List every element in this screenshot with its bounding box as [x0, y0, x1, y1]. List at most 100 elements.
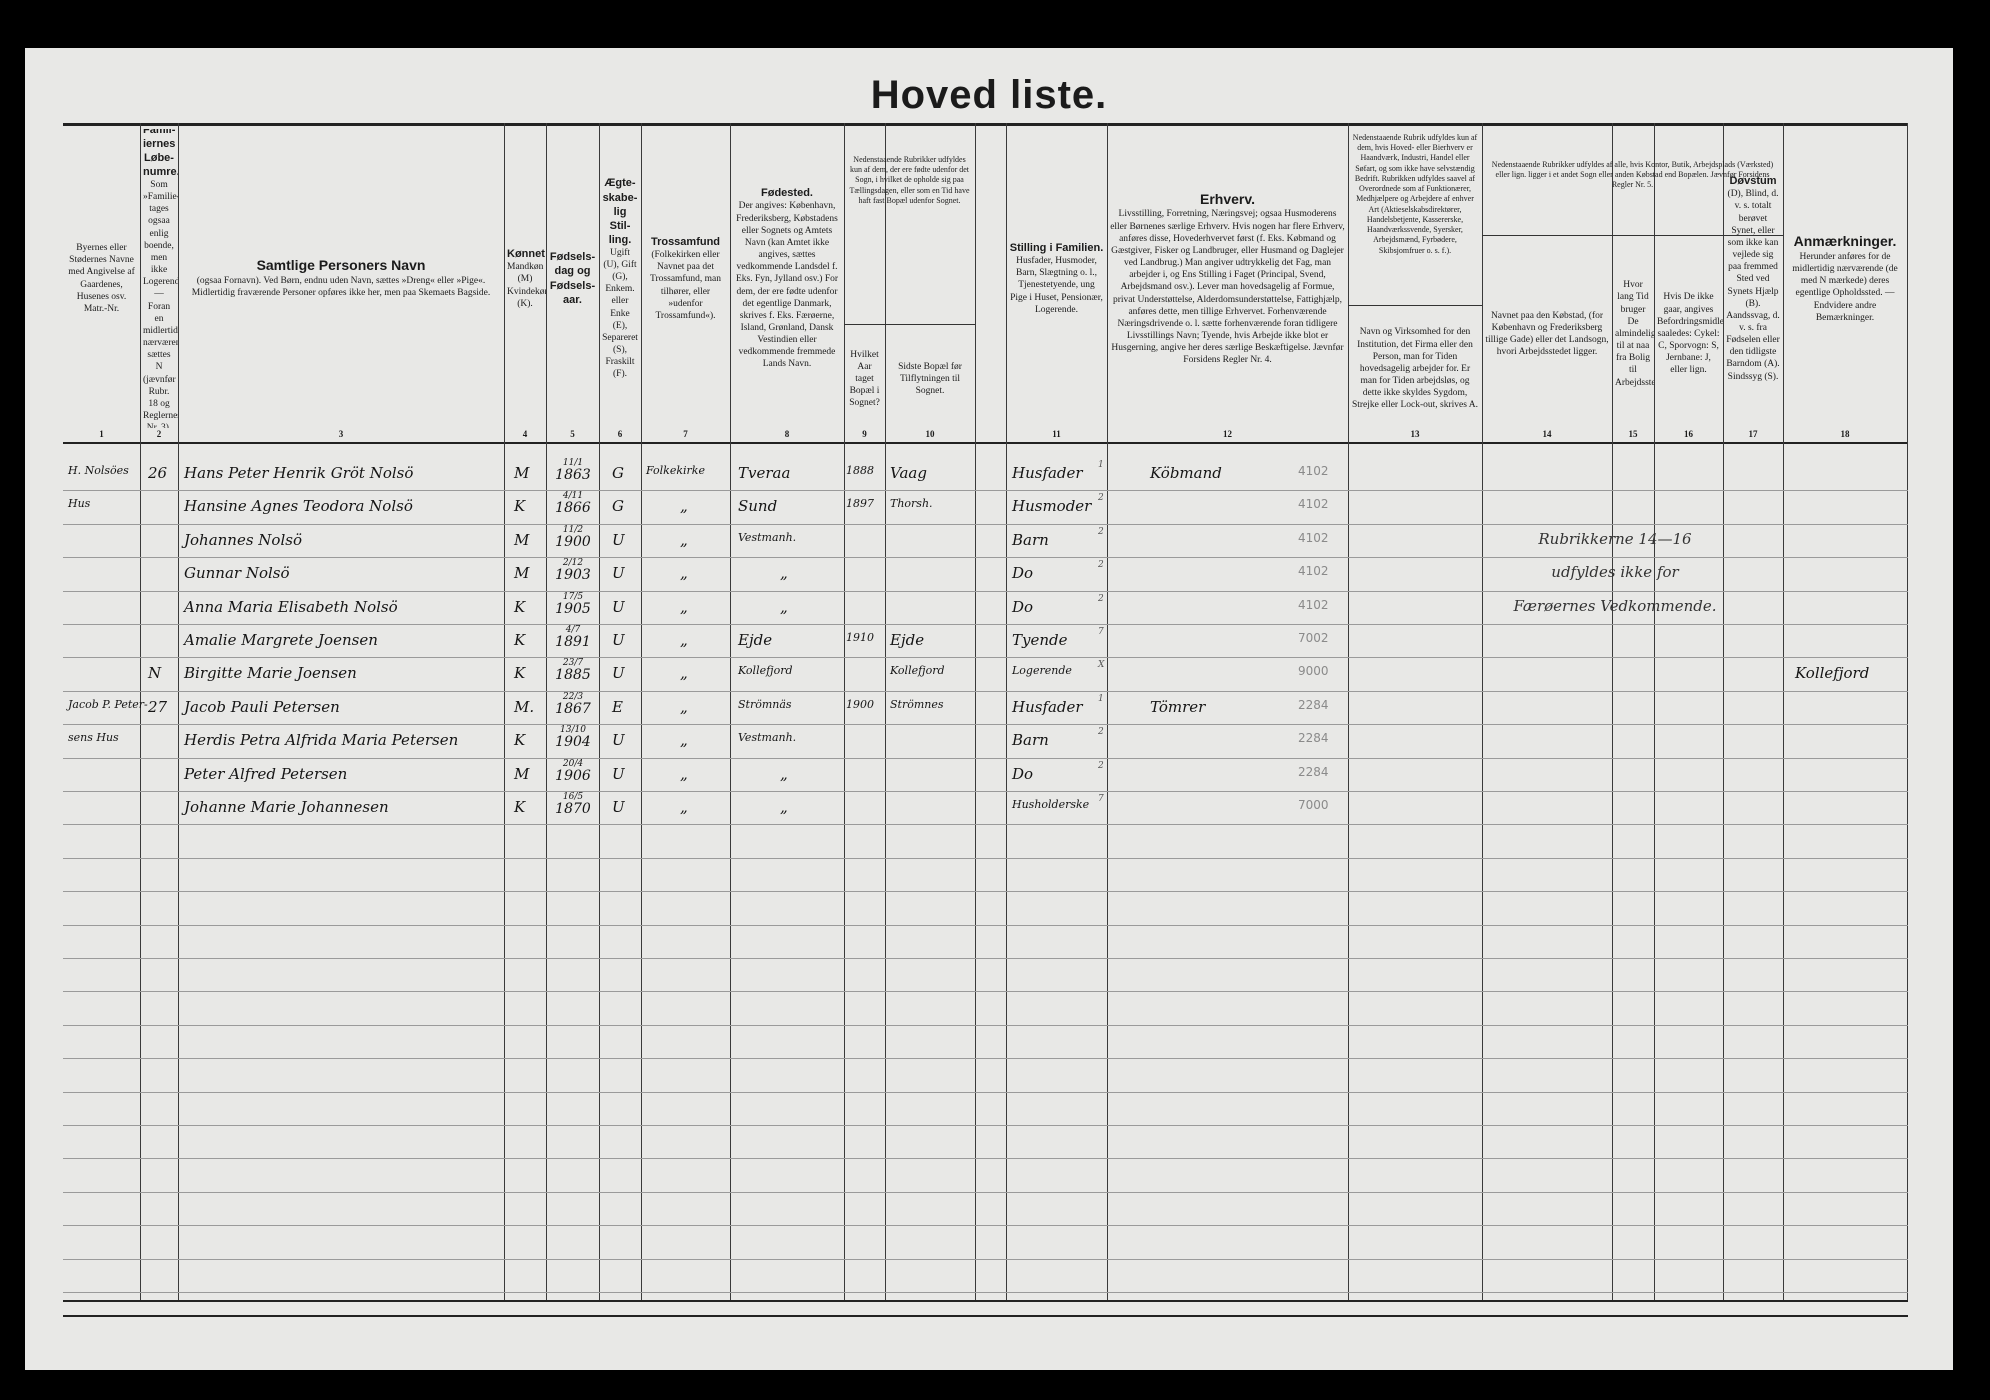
birth-day: 4/11	[562, 491, 584, 502]
birth-year: 1900	[555, 533, 591, 550]
column-number: 11	[1052, 429, 1061, 439]
birth-date: 4/11 1866	[548, 491, 598, 517]
birth-day: 23/7	[562, 658, 584, 669]
column-header-text: Der angives: København, Frederiksberg, K…	[735, 201, 839, 370]
occupation: Tömrer	[1150, 697, 1206, 716]
column-header-text: Husfader, Husmoder, Barn, Slægtning o. l…	[1010, 256, 1103, 315]
position-code: 1	[1098, 460, 1104, 470]
column-number: 18	[1840, 429, 1850, 439]
group-note: Nedenstaaende Rubrikker udfyldes af alle…	[1491, 160, 1774, 190]
group-note: Nedenstaaende Rubrikker udfyldes kun af …	[849, 155, 970, 205]
person-name: Birgitte Marie Joensen	[184, 664, 357, 683]
row-rule	[63, 758, 1908, 759]
moved-year: 1888	[846, 464, 874, 477]
column-rule	[599, 123, 600, 1300]
column-number: 1	[99, 429, 104, 439]
family-number: 26	[148, 464, 168, 482]
birth-date: 17/5 1905	[548, 592, 598, 616]
birth-year: 1866	[555, 500, 591, 517]
occupation-code: 2284	[1298, 697, 1329, 712]
column-rule	[546, 123, 547, 1300]
religion: „	[680, 631, 688, 649]
family-number: N	[148, 664, 162, 683]
birth-day: 4/7	[565, 625, 581, 635]
birth-year: 1885	[555, 667, 591, 684]
birth-date: 2/12 1903	[548, 558, 598, 583]
column-header-text: (ogsaa Fornavn). Ved Børn, endnu uden Na…	[191, 276, 491, 299]
family-number: 27	[148, 697, 168, 716]
person-name: Herdis Petra Alfrida Maria Petersen	[184, 731, 459, 750]
position-code: 2	[1098, 593, 1104, 604]
marital-status: U	[612, 731, 625, 750]
column-rule	[1006, 123, 1007, 1300]
religion: „	[680, 664, 688, 683]
column-rule	[1654, 123, 1655, 1300]
row-rule	[63, 691, 1908, 692]
row-rule	[63, 557, 1908, 558]
occupation-code: 4102	[1298, 564, 1329, 579]
family-position: Do	[1012, 764, 1034, 783]
page-title: Hoved liste.	[870, 73, 1108, 117]
column-rule	[885, 123, 886, 1300]
column-header-title: Fødsels-dag og Fødsels-aar.	[549, 251, 596, 306]
column-number: 9	[862, 429, 867, 439]
moved-year: 1900	[846, 697, 874, 711]
family-position: Do	[1012, 564, 1034, 583]
sex: M	[514, 564, 530, 583]
column-header-text: Byernes eller Stødernes Navne med Angive…	[68, 243, 135, 314]
group-note: Nedenstaaende Rubrik udfyldes kun af dem…	[1352, 133, 1478, 255]
previous-residence: Strömnes	[890, 697, 944, 711]
sex: K	[514, 631, 526, 649]
place-name: Hus	[68, 497, 91, 511]
row-rule	[63, 925, 1908, 926]
place-name: sens Hus	[68, 731, 119, 745]
birthplace: „	[780, 798, 788, 816]
family-position: Barn	[1012, 731, 1049, 750]
column-header-title: Ægte-skabe-lig Stil-ling.	[602, 177, 638, 246]
occupation: Köbmand	[1150, 464, 1222, 482]
column-header-text: Som »Familie« tages ogsaa enlig boende, …	[143, 180, 178, 428]
column-header-6: Ægte-skabe-lig Stil-ling. Ugift (U), Gift…	[599, 129, 641, 428]
family-position: Barn	[1012, 530, 1049, 549]
birth-date: 11/2 1900	[548, 525, 598, 550]
family-position: Husholderske	[1012, 798, 1090, 811]
column-header-text: Navnet paa den Købstad, (for København o…	[1485, 310, 1609, 358]
subheader-rule	[1348, 305, 1482, 306]
column-header-text: Hvor lang Tid bruger De almindeligvis ti…	[1615, 280, 1654, 388]
occupation-code: 9000	[1298, 664, 1329, 679]
column-header-text: Navn og Virksomhed for den Institution, …	[1351, 327, 1479, 411]
sex: K	[514, 497, 526, 516]
column-header-title: Trossamfund	[650, 235, 721, 248]
column-number: 17	[1748, 429, 1758, 439]
column-header-title: Kønnet	[507, 248, 545, 261]
table-bottom-rule	[63, 1300, 1908, 1302]
religion: „	[680, 564, 688, 583]
column-header-title: Fødested.	[761, 187, 813, 200]
birth-day: 11/1	[562, 458, 584, 468]
previous-residence: Thorsh.	[890, 497, 933, 511]
marital-status: U	[612, 664, 625, 683]
birthplace: Tveraa	[738, 464, 791, 482]
column-number: 7	[683, 429, 688, 439]
birth-day: 2/12	[562, 558, 584, 569]
spanning-note-line: udfyldes ikke for	[1551, 563, 1679, 582]
previous-residence: Ejde	[890, 631, 925, 649]
column-header-9: Hvilket Aar taget Bopæl i Sognet?	[844, 330, 885, 428]
column-rule	[1482, 123, 1483, 1300]
religion: „	[680, 697, 688, 716]
column-header-3: Samtlige Personers Navn (ogsaa Fornavn). …	[178, 129, 504, 428]
birthplace: Strömnäs	[738, 697, 792, 711]
birth-date: 4/7 1891	[548, 625, 598, 650]
occupation-code: 2284	[1298, 764, 1329, 779]
position-code: 7	[1098, 627, 1104, 637]
sex: M.	[514, 697, 535, 716]
birth-date: 23/7 1885	[548, 658, 598, 684]
row-rule	[63, 1025, 1908, 1026]
marital-status: U	[612, 798, 625, 816]
column-header-text: Herunder anføres for de midlertidig nærv…	[1792, 251, 1898, 323]
previous-residence: Kollefjord	[890, 664, 945, 678]
column-number: 2	[156, 429, 162, 439]
place-name: H. Nolsöes	[68, 464, 129, 477]
row-rule	[63, 1092, 1908, 1093]
birth-date: 20/4 1906	[548, 759, 598, 783]
